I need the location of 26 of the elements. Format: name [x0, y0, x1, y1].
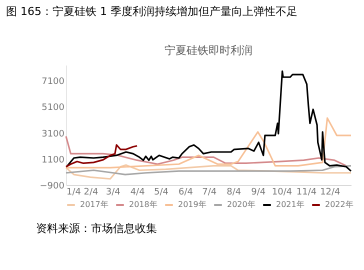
x-tick-label: 2/4 — [84, 188, 98, 198]
legend-label: 2017年 — [80, 200, 108, 209]
x-tick-label: 3/4 — [106, 188, 121, 198]
x-tick-label: 6/4 — [178, 188, 194, 198]
x-tick-label: 1/4 — [66, 188, 82, 198]
x-tick-label: 4/4 — [130, 188, 146, 198]
text: 资料来源：市场信息收集 — [36, 222, 157, 235]
x-tick-label: 10/4 — [272, 188, 292, 198]
x-tick-label: 9/4 — [251, 188, 266, 198]
y-tick-label: −900 — [40, 182, 65, 192]
legend-label: 2018年 — [129, 200, 158, 209]
y-tick-label: 3100 — [42, 129, 65, 140]
legend-label: 2019年 — [178, 200, 206, 209]
legend-label: 2020年 — [227, 200, 256, 209]
y-tick-label: 1100 — [42, 155, 65, 166]
x-tick-label: 12/4 — [320, 188, 341, 198]
y-tick-label: 5100 — [42, 103, 65, 114]
x-tick-label: 11/4 — [296, 188, 317, 198]
y-tick-label: 7100 — [42, 77, 65, 88]
legend-label: 2022年 — [325, 200, 354, 209]
legend-label: 2021年 — [276, 200, 304, 209]
chart-title: 图 165：宁夏硅铁 1 季度利润持续增加但产量向上弹性不足 — [6, 5, 298, 18]
x-tick-label: 7/4 — [202, 188, 217, 198]
x-tick-label: 8/4 — [226, 188, 242, 198]
chart-subtitle: 宁夏硅铁即时利润 — [164, 44, 252, 57]
x-tick-label: 5/4 — [154, 188, 169, 198]
